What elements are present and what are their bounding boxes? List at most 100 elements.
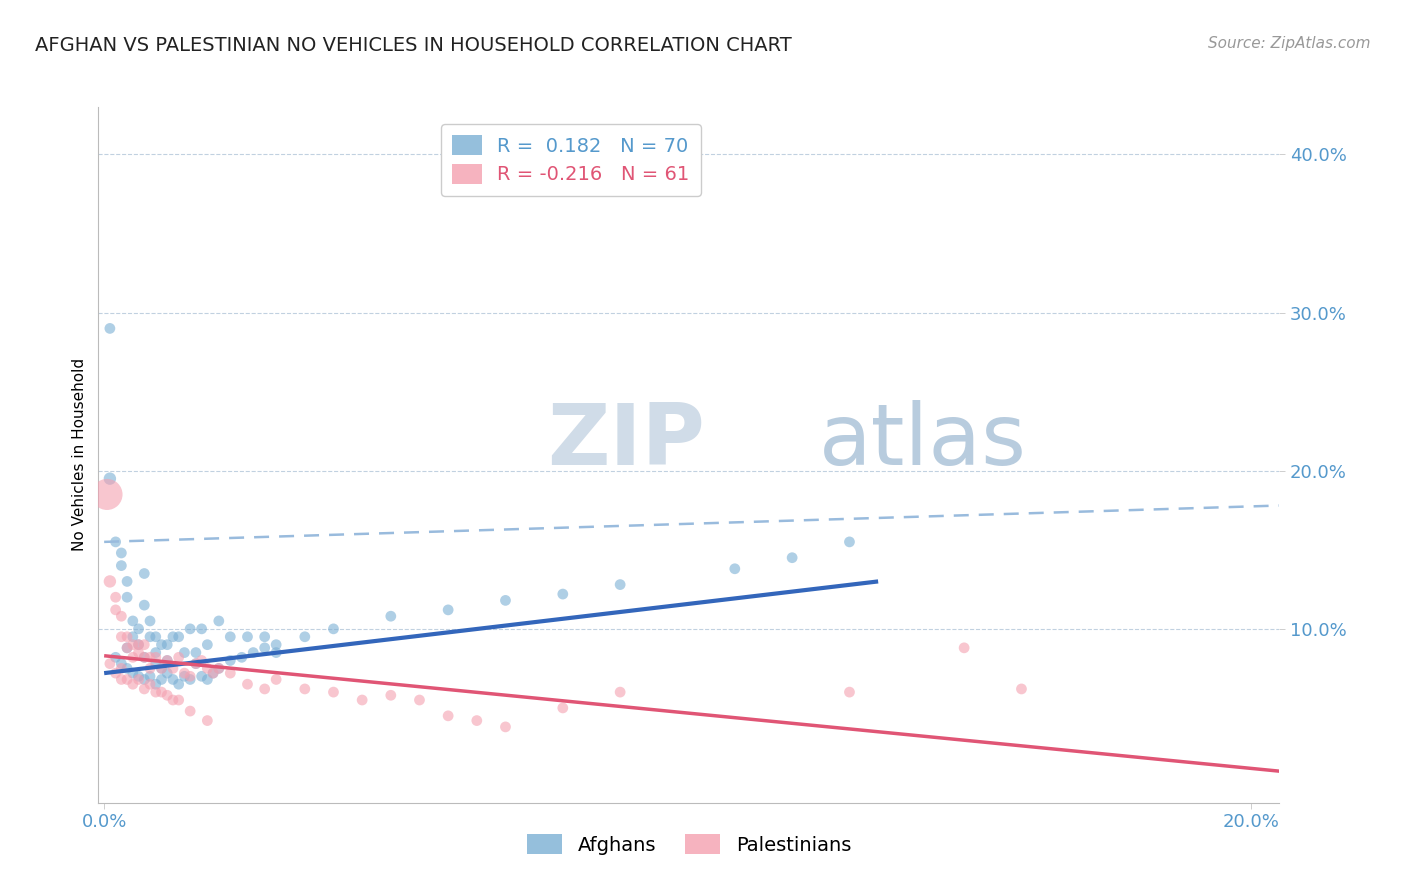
Point [780, 550, 803, 565]
Text: AFGHAN VS PALESTINIAN NO VEHICLES IN HOUSEHOLD CORRELATION CHART: AFGHAN VS PALESTINIAN NO VEHICLES IN HOU… [35, 36, 792, 54]
Point [98, 472, 121, 486]
Point [121, 614, 143, 628]
Point [145, 685, 167, 699]
Point [139, 661, 162, 675]
Point [179, 622, 201, 636]
Point [208, 661, 231, 675]
Point [134, 650, 156, 665]
Point [121, 638, 143, 652]
Point [98, 574, 121, 589]
Point [495, 720, 517, 734]
Point [437, 708, 460, 723]
Point [134, 681, 156, 696]
Point [104, 666, 127, 681]
Point [190, 653, 212, 667]
Point [115, 640, 138, 655]
Point [162, 630, 184, 644]
Point [294, 630, 316, 644]
Point [838, 534, 860, 549]
Point [219, 666, 242, 681]
Point [104, 534, 127, 549]
Point [242, 646, 264, 660]
Point [110, 657, 132, 671]
Point [150, 685, 173, 699]
Point [139, 630, 162, 644]
Point [128, 638, 150, 652]
Point [128, 669, 150, 683]
Point [121, 666, 143, 681]
Point [139, 650, 162, 665]
Point [264, 673, 287, 687]
Point [202, 666, 225, 681]
Point [195, 673, 218, 687]
Point [139, 677, 162, 691]
Point [609, 685, 631, 699]
Point [408, 693, 430, 707]
Point [465, 714, 488, 728]
Point [134, 638, 156, 652]
Legend: Afghans, Palestinians: Afghans, Palestinians [519, 827, 859, 863]
Point [294, 681, 316, 696]
Point [104, 650, 127, 665]
Point [219, 630, 242, 644]
Point [128, 673, 150, 687]
Point [208, 614, 231, 628]
Point [110, 546, 132, 560]
Point [609, 577, 631, 591]
Point [167, 677, 190, 691]
Point [115, 630, 138, 644]
Point [150, 673, 173, 687]
Point [110, 661, 132, 675]
Point [173, 666, 195, 681]
Text: atlas: atlas [818, 400, 1026, 483]
Point [134, 566, 156, 581]
Point [110, 558, 132, 573]
Point [184, 657, 207, 671]
Point [145, 646, 167, 660]
Y-axis label: No Vehicles in Household: No Vehicles in Household [72, 359, 87, 551]
Point [724, 562, 747, 576]
Point [134, 598, 156, 612]
Point [162, 673, 184, 687]
Point [179, 673, 201, 687]
Point [208, 661, 231, 675]
Point [139, 669, 162, 683]
Point [128, 646, 150, 660]
Point [184, 646, 207, 660]
Text: ZIP: ZIP [547, 400, 704, 483]
Point [253, 681, 276, 696]
Point [128, 638, 150, 652]
Point [134, 650, 156, 665]
Point [173, 669, 195, 683]
Point [551, 587, 574, 601]
Point [156, 666, 179, 681]
Point [495, 593, 517, 607]
Point [145, 677, 167, 691]
Point [219, 653, 242, 667]
Point [145, 650, 167, 665]
Point [195, 638, 218, 652]
Point [121, 650, 143, 665]
Point [195, 714, 218, 728]
Point [167, 630, 190, 644]
Point [115, 673, 138, 687]
Point [236, 630, 259, 644]
Point [352, 693, 374, 707]
Point [838, 685, 860, 699]
Point [264, 638, 287, 652]
Point [253, 640, 276, 655]
Point [104, 603, 127, 617]
Point [150, 661, 173, 675]
Point [167, 650, 190, 665]
Point [202, 666, 225, 681]
Point [162, 693, 184, 707]
Point [173, 646, 195, 660]
Point [156, 638, 179, 652]
Text: Source: ZipAtlas.com: Source: ZipAtlas.com [1208, 36, 1371, 51]
Point [190, 622, 212, 636]
Point [121, 677, 143, 691]
Point [139, 614, 162, 628]
Point [156, 653, 179, 667]
Point [437, 603, 460, 617]
Point [264, 646, 287, 660]
